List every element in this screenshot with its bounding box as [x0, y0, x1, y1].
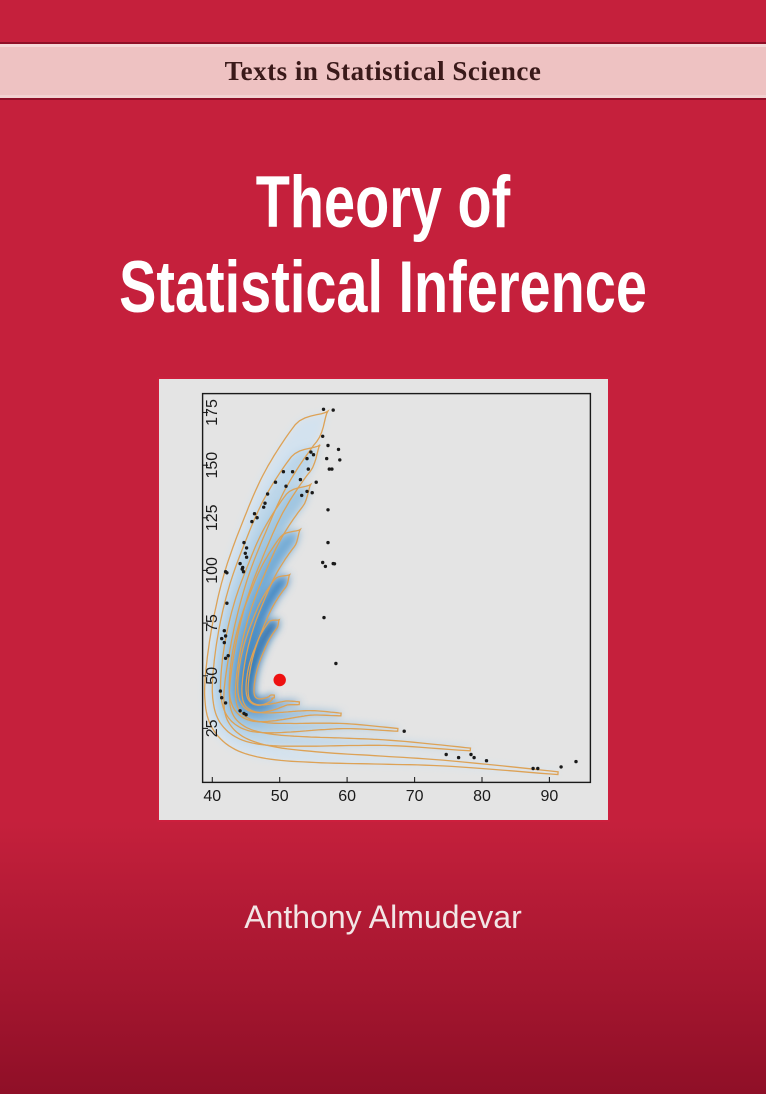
svg-text:60: 60: [338, 788, 356, 805]
svg-text:70: 70: [405, 788, 423, 805]
svg-text:40: 40: [203, 788, 221, 805]
svg-text:100: 100: [204, 557, 221, 584]
svg-text:50: 50: [204, 667, 221, 685]
svg-text:90: 90: [540, 788, 558, 805]
svg-text:75: 75: [204, 614, 221, 632]
svg-text:175: 175: [204, 399, 221, 426]
svg-text:150: 150: [204, 452, 221, 479]
svg-text:80: 80: [473, 788, 491, 805]
svg-text:125: 125: [204, 504, 221, 531]
svg-text:25: 25: [204, 719, 221, 737]
svg-text:50: 50: [270, 788, 288, 805]
